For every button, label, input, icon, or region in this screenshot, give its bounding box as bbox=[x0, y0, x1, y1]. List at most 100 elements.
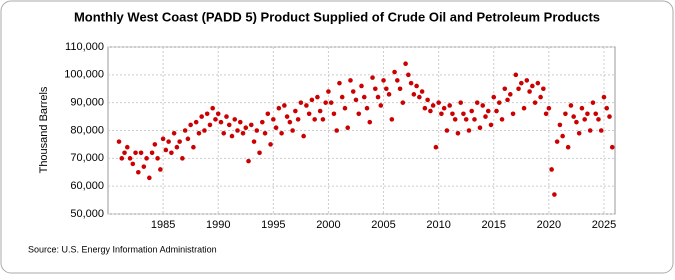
point bbox=[287, 119, 293, 125]
point bbox=[392, 69, 397, 75]
point bbox=[243, 125, 249, 131]
point bbox=[499, 117, 505, 122]
point bbox=[386, 92, 392, 97]
point bbox=[350, 89, 356, 94]
point bbox=[237, 119, 243, 125]
point bbox=[535, 80, 541, 86]
point bbox=[257, 150, 262, 156]
point bbox=[568, 103, 574, 108]
point bbox=[361, 94, 367, 100]
point bbox=[604, 105, 610, 111]
point bbox=[585, 111, 590, 117]
point bbox=[521, 105, 527, 111]
point bbox=[461, 111, 466, 117]
point bbox=[210, 105, 216, 111]
point bbox=[582, 117, 587, 122]
point bbox=[149, 150, 155, 156]
point bbox=[447, 103, 452, 108]
y-tick-label: 110,000 bbox=[65, 41, 104, 53]
point bbox=[119, 156, 125, 161]
point bbox=[260, 119, 265, 125]
point bbox=[204, 111, 210, 117]
chart-title: Monthly West Coast (PADD 5) Product Supp… bbox=[74, 9, 600, 24]
point bbox=[169, 150, 174, 156]
point bbox=[590, 100, 596, 105]
point bbox=[271, 117, 276, 122]
point bbox=[579, 105, 585, 111]
point bbox=[359, 83, 364, 89]
point bbox=[182, 128, 188, 133]
point bbox=[158, 167, 163, 172]
point bbox=[364, 105, 370, 111]
point bbox=[507, 92, 513, 97]
point bbox=[422, 105, 428, 111]
point bbox=[295, 117, 301, 122]
point bbox=[598, 128, 604, 133]
point bbox=[166, 139, 171, 144]
point bbox=[372, 86, 378, 92]
point bbox=[406, 72, 411, 78]
source: Source: U.S. Energy Information Administ… bbox=[28, 244, 217, 254]
point bbox=[171, 130, 177, 136]
point bbox=[494, 108, 499, 114]
point bbox=[147, 175, 152, 181]
point bbox=[510, 111, 516, 117]
point bbox=[516, 86, 521, 92]
point bbox=[273, 125, 279, 131]
point bbox=[378, 103, 384, 108]
point bbox=[546, 105, 552, 111]
point bbox=[425, 97, 430, 103]
point bbox=[485, 108, 491, 114]
point bbox=[530, 83, 535, 89]
point bbox=[502, 86, 508, 92]
point bbox=[488, 122, 494, 128]
point bbox=[596, 117, 601, 122]
x-tick-label: 2015 bbox=[482, 219, 506, 231]
point bbox=[130, 161, 136, 167]
point bbox=[348, 78, 353, 83]
y-tick-label: 100,000 bbox=[64, 69, 104, 81]
point bbox=[323, 100, 328, 105]
point bbox=[251, 139, 257, 144]
point bbox=[441, 105, 447, 111]
point bbox=[306, 111, 312, 117]
point bbox=[439, 111, 444, 117]
x-tick-label: 2010 bbox=[426, 219, 450, 231]
point bbox=[262, 130, 268, 136]
point bbox=[430, 103, 436, 108]
point bbox=[279, 130, 284, 136]
point bbox=[408, 80, 414, 86]
point bbox=[177, 139, 182, 144]
point bbox=[395, 78, 400, 83]
point bbox=[574, 119, 579, 125]
point bbox=[375, 94, 381, 100]
point bbox=[417, 94, 422, 100]
point bbox=[483, 114, 488, 119]
point bbox=[254, 128, 260, 133]
point bbox=[320, 117, 326, 122]
point bbox=[543, 111, 549, 117]
point bbox=[450, 111, 455, 117]
point bbox=[235, 128, 240, 133]
point bbox=[389, 117, 395, 122]
point bbox=[276, 105, 282, 111]
point bbox=[419, 89, 425, 94]
point bbox=[609, 144, 615, 150]
point bbox=[480, 103, 486, 108]
point bbox=[312, 117, 317, 122]
point bbox=[560, 133, 565, 139]
point bbox=[428, 108, 433, 114]
point bbox=[353, 97, 359, 103]
point bbox=[513, 72, 519, 78]
point bbox=[474, 100, 480, 105]
y-tick-label: 50,000 bbox=[70, 208, 104, 220]
point bbox=[458, 100, 463, 105]
point bbox=[326, 89, 331, 94]
point bbox=[466, 128, 472, 133]
point bbox=[345, 125, 351, 131]
point bbox=[403, 61, 408, 66]
point bbox=[571, 114, 576, 119]
point bbox=[122, 150, 127, 156]
x-tick-label: 2005 bbox=[371, 219, 395, 231]
